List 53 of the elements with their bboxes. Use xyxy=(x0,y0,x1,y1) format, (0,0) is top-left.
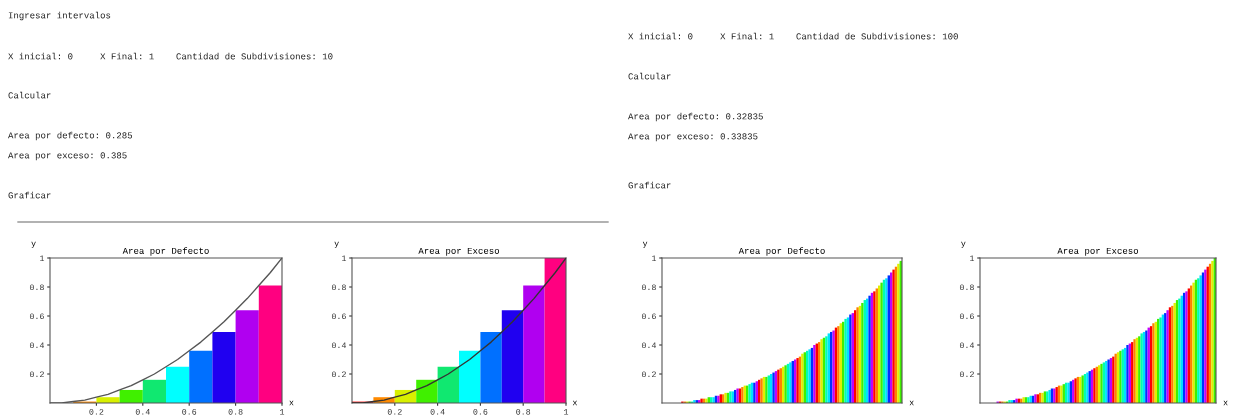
y-tick-label: 0.8 xyxy=(29,284,44,291)
y-tick-label: 0.2 xyxy=(959,371,974,378)
y-tick-label: 0.2 xyxy=(641,371,656,378)
x-tick-label: 0.8 xyxy=(228,409,243,415)
y-tick-label: 0.8 xyxy=(641,284,656,291)
y-tick-label: 0.4 xyxy=(641,342,657,349)
x-axis-title: x xyxy=(572,400,578,406)
chart-title: Area por Defecto xyxy=(738,247,825,256)
y-tick-label: 0.6 xyxy=(641,313,656,320)
y-tick-label: 0.6 xyxy=(959,313,974,320)
x-axis-title: x xyxy=(289,400,294,406)
y-tick-label: 1 xyxy=(40,255,45,262)
y-tick-label: 0.4 xyxy=(331,342,347,349)
x-axis-title: x xyxy=(1223,400,1228,406)
x-tick-label: 0.2 xyxy=(387,409,402,415)
y-axis-title: y xyxy=(961,241,966,248)
x-tick-label: 1 xyxy=(564,409,569,415)
text: Area por defecto: 0.32835 xyxy=(628,112,763,122)
text: Calcular xyxy=(8,91,51,99)
text: Area por exceso: 0.33835 xyxy=(628,133,758,142)
y-tick-label: 0.2 xyxy=(29,371,44,378)
y-tick-label: 1 xyxy=(342,255,347,262)
text: Calcular xyxy=(628,72,671,80)
y-tick-label: 0.4 xyxy=(959,342,975,349)
text: Ingresar intervalos xyxy=(8,11,111,21)
text: X inicial: 0 X Final: 1 Cantidad de Subdivisiones: 10 xyxy=(8,52,333,60)
y-tick-label: 0.2 xyxy=(331,371,346,378)
x-tick-label: 0.4 xyxy=(135,409,150,415)
y-tick-label: 0.8 xyxy=(959,284,974,291)
y-tick-label: 1 xyxy=(970,255,975,262)
x-tick-label: 0.6 xyxy=(182,409,197,415)
y-tick-label: 0.8 xyxy=(331,284,346,291)
text: Area por exceso: 0.385 xyxy=(8,152,127,161)
chart-title: Area por Exceso xyxy=(1057,247,1139,256)
x-tick-label: 0.6 xyxy=(473,409,488,415)
y-axis-title: y xyxy=(642,241,648,248)
text: Area por defecto: 0.285 xyxy=(8,131,133,141)
chart-title: Area por Defecto xyxy=(122,247,209,256)
y-axis-title: y xyxy=(31,241,36,248)
x-tick-label: 0.4 xyxy=(430,409,445,415)
text: Graficar xyxy=(8,191,51,199)
y-tick-label: 1 xyxy=(652,255,657,262)
y-tick-label: 0.6 xyxy=(29,313,44,320)
chart-title: Area por Exceso xyxy=(418,247,500,256)
y-tick-label: 0.6 xyxy=(331,313,346,320)
text: Graficar xyxy=(628,181,671,189)
y-tick-label: 0.4 xyxy=(29,342,45,349)
x-axis-title: x xyxy=(909,400,914,406)
text: X inicial: 0 X Final: 1 Cantidad de Subdivisiones: 100 xyxy=(628,32,958,40)
x-tick-label: 0.8 xyxy=(516,409,531,415)
x-tick-label: 0.2 xyxy=(89,409,104,415)
y-axis-title: y xyxy=(334,241,339,248)
x-tick-label: 1 xyxy=(280,409,285,415)
